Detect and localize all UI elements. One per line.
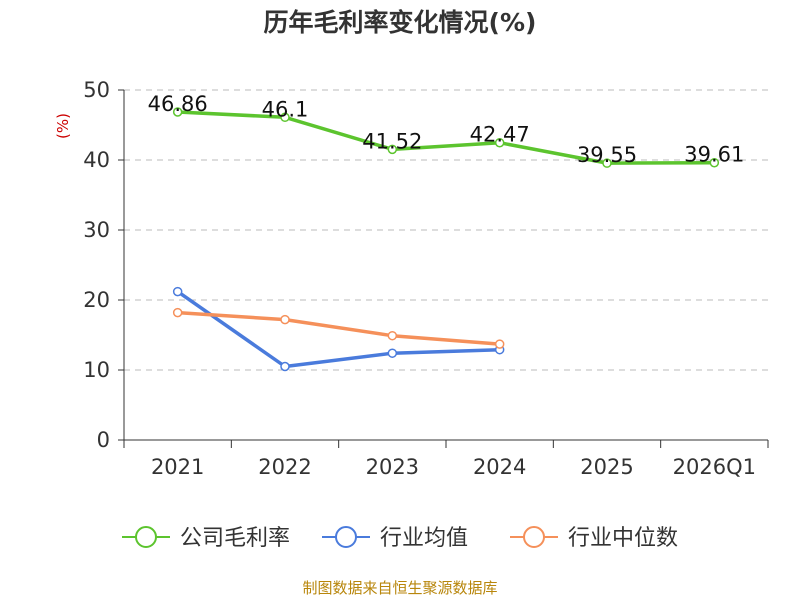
legend-item[interactable]: 公司毛利率 [122, 526, 290, 551]
legend-label: 行业均值 [380, 526, 468, 551]
y-axis-label: (%) [54, 113, 72, 139]
data-point [280, 361, 290, 372]
data-point [387, 348, 398, 358]
x-tick-label: 2024 [473, 455, 526, 479]
x-tick-label: 2022 [258, 455, 311, 479]
source-note: 制图数据来自恒生聚源数据库 [302, 579, 498, 597]
y-tick-label: 20 [83, 288, 110, 312]
data-point [602, 158, 612, 168]
data-labels: 46.86 46.1 41.52 42.47 39.55 39.61 [148, 92, 745, 167]
legend-marker [135, 526, 157, 548]
data-point [494, 339, 505, 349]
x-tick-label: 2023 [366, 455, 419, 479]
data-point [172, 286, 183, 297]
axes: 0 10 20 30 40 50 2021 2022 2023 2024 2025 2026Q1 (%) [54, 78, 769, 479]
series-line-0 [177, 110, 715, 165]
series-line-2 [177, 310, 500, 346]
chart-title: 历年毛利率变化情况(%) [263, 8, 537, 37]
grid-lines [124, 89, 768, 371]
y-tick-label: 40 [83, 148, 110, 172]
legend[interactable]: 公司毛利率 行业均值 行业中位数 [122, 526, 678, 551]
y-tick-label: 30 [83, 218, 110, 242]
y-tick-label: 50 [83, 78, 110, 102]
y-tick-label: 10 [83, 358, 110, 382]
x-tick-label: 2026Q1 [673, 455, 756, 479]
legend-label: 行业中位数 [568, 526, 678, 551]
legend-marker [523, 526, 545, 548]
data-label: 39.61 [684, 143, 744, 167]
y-tick-label: 0 [97, 428, 110, 452]
data-point [709, 157, 720, 168]
data-point [494, 137, 505, 148]
data-label: 41.52 [362, 129, 422, 153]
legend-item[interactable]: 行业中位数 [510, 526, 678, 551]
data-label: 46.86 [148, 92, 208, 116]
data-point [280, 112, 290, 123]
x-tick-label: 2021 [151, 455, 204, 479]
series-lines [172, 107, 720, 372]
data-point [172, 307, 183, 318]
x-tick-label: 2025 [580, 455, 633, 479]
data-point [172, 107, 183, 117]
legend-marker [335, 526, 357, 548]
data-label: 39.55 [577, 143, 637, 167]
legend-label: 公司毛利率 [180, 526, 290, 551]
data-label: 46.1 [262, 97, 309, 121]
data-label: 42.47 [470, 123, 530, 147]
legend-item[interactable]: 行业均值 [322, 526, 468, 551]
data-point [280, 314, 290, 325]
data-point [387, 144, 398, 155]
series-line-1 [176, 290, 500, 369]
data-point [387, 330, 398, 341]
